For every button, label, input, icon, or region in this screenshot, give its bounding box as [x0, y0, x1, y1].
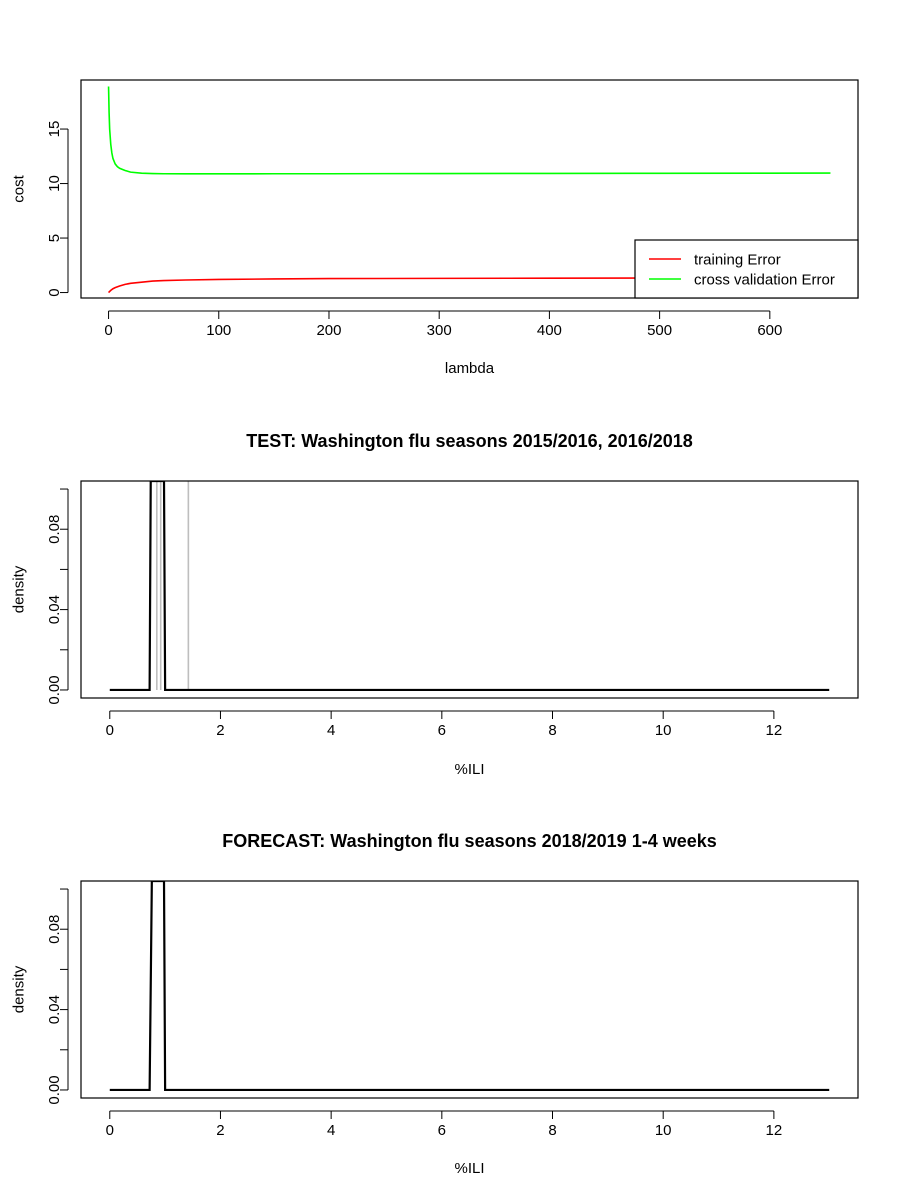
y-tick-label: 0.08 — [46, 915, 63, 944]
y-tick-label: 10 — [46, 175, 63, 192]
y-tick-label: 0.04 — [46, 595, 63, 624]
x-tick-label: 4 — [327, 722, 335, 739]
series-group — [107, 86, 831, 294]
y-tick-label: 5 — [46, 234, 63, 242]
plot-frame — [80, 480, 859, 699]
panel-test-density: TEST: Washington flu seasons 2015/2016, … — [10, 431, 859, 778]
x-tick-label: 10 — [655, 1122, 672, 1139]
y-axis-label: density — [10, 965, 27, 1013]
legend: training Error cross validation Error — [634, 239, 859, 299]
y-tick-label: 0.00 — [46, 1075, 63, 1104]
x-tick-label: 500 — [647, 322, 672, 339]
x-tick-label: 0 — [106, 722, 114, 739]
legend-box — [634, 239, 859, 299]
panel-forecast-density: FORECAST: Washington flu seasons 2018/20… — [10, 831, 859, 1177]
x-tick-label: 300 — [427, 322, 452, 339]
y-tick-label: 0 — [46, 288, 63, 296]
x-tick-label: 600 — [757, 322, 782, 339]
series-line-0 — [109, 881, 830, 1092]
y-tick-label: 0.00 — [46, 675, 63, 704]
plot-frame — [80, 79, 859, 299]
series-group — [109, 481, 830, 692]
x-tick-label: 6 — [438, 722, 446, 739]
chart-title: FORECAST: Washington flu seasons 2018/20… — [222, 831, 717, 851]
y-tick-label: 0.08 — [46, 515, 63, 544]
series-group — [109, 881, 830, 1092]
x-tick-label: 100 — [206, 322, 231, 339]
chart-title: TEST: Washington flu seasons 2015/2016, … — [246, 431, 693, 451]
x-axis-label: %ILI — [454, 1160, 484, 1177]
x-tick-label: 200 — [316, 322, 341, 339]
series-line-0 — [107, 277, 831, 294]
x-tick-label: 2 — [216, 722, 224, 739]
x-axis-label: lambda — [445, 360, 495, 377]
x-tick-label: 12 — [766, 722, 783, 739]
x-tick-label: 2 — [216, 1122, 224, 1139]
x-tick-label: 400 — [537, 322, 562, 339]
y-axis-label: density — [10, 565, 27, 613]
panel-cost-vs-lambda: 0 100 200 300 400 500 600 0 5 10 15 lambda cost train… — [10, 79, 859, 377]
y-tick-label: 0.04 — [46, 995, 63, 1024]
plot-frame — [80, 880, 859, 1099]
y-axis-label: cost — [10, 174, 27, 202]
x-tick-label: 6 — [438, 1122, 446, 1139]
series-line-1 — [107, 86, 831, 175]
x-tick-label: 0 — [106, 1122, 114, 1139]
legend-entry: training Error — [694, 251, 781, 268]
x-tick-label: 10 — [655, 722, 672, 739]
y-tick-label: 15 — [46, 121, 63, 138]
x-tick-label: 4 — [327, 1122, 335, 1139]
x-tick-label: 8 — [548, 722, 556, 739]
x-tick-label: 12 — [766, 1122, 783, 1139]
x-tick-label: 8 — [548, 1122, 556, 1139]
x-axis-label: %ILI — [454, 761, 484, 778]
legend-entry: cross validation Error — [694, 271, 835, 288]
series-line-3 — [109, 481, 830, 692]
x-tick-label: 0 — [104, 322, 112, 339]
